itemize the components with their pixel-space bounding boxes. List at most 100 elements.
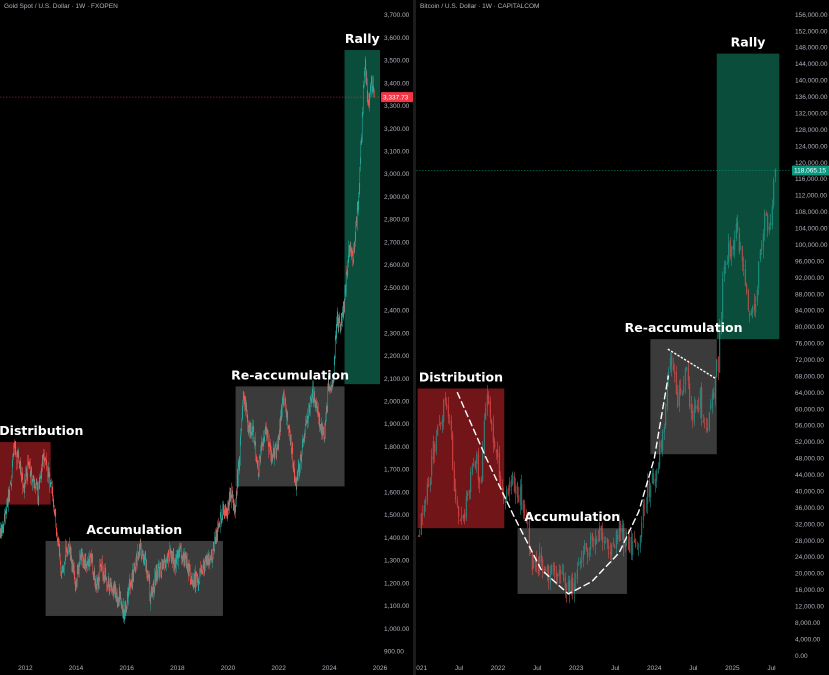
- candle: [23, 484, 25, 493]
- candle: [341, 313, 343, 331]
- candle: [31, 478, 33, 491]
- candle: [756, 285, 758, 306]
- candle: [121, 604, 123, 614]
- candle: [124, 600, 126, 616]
- candle: [575, 572, 577, 591]
- candle: [164, 560, 166, 569]
- candle: [274, 442, 276, 458]
- candle: [281, 397, 283, 418]
- candle: [102, 562, 104, 582]
- candle: [286, 408, 288, 426]
- candle: [324, 419, 326, 439]
- candle: [696, 399, 698, 412]
- price-axis[interactable]: 0.00 4,000.00 8,000.00 12,000.00 16,000.00 20…: [791, 0, 829, 675]
- candle: [350, 247, 352, 258]
- y-tick-label: 1,200.00: [384, 580, 410, 587]
- candle: [118, 586, 120, 603]
- btc-chart-panel[interactable]: Bitcoin / U.S. Dollar · 1W · CAPITALCOM …: [416, 0, 829, 675]
- candle: [236, 469, 238, 496]
- candle: [97, 577, 99, 594]
- candle: [345, 271, 347, 297]
- candle: [96, 574, 98, 585]
- time-axis[interactable]: 2012 2014 2016 2018 2020 2022 2024 2026: [18, 665, 388, 672]
- candle: [485, 402, 487, 421]
- candle: [518, 486, 520, 503]
- candle: [672, 357, 674, 372]
- candle: [186, 554, 188, 570]
- panel-divider[interactable]: [413, 0, 416, 675]
- candle: [47, 461, 49, 484]
- candle: [276, 444, 278, 450]
- candle: [202, 560, 204, 577]
- candle: [212, 558, 214, 569]
- candle: [618, 513, 620, 542]
- candle: [732, 239, 734, 256]
- gold-chart-canvas[interactable]: Distribution Accumulation Re-accumulation R…: [0, 0, 413, 675]
- candle: [95, 578, 97, 590]
- zone-label-distribution: Distribution: [0, 423, 83, 438]
- candle: [752, 305, 754, 319]
- y-tick-label: 52,000.00: [795, 439, 824, 446]
- candle: [753, 293, 755, 317]
- candle: [142, 550, 144, 560]
- candle: [243, 390, 245, 401]
- price-axis[interactable]: 900.00 1,000.00 1,100.00 1,200.00 1,300.00 1,…: [380, 0, 413, 675]
- candle: [89, 552, 91, 558]
- candle: [26, 467, 28, 484]
- candle: [130, 581, 132, 595]
- candle: [512, 471, 514, 487]
- y-tick-label: 900.00: [384, 648, 404, 655]
- candle: [87, 558, 89, 570]
- candle: [80, 549, 82, 565]
- candle: [198, 576, 200, 592]
- candle: [623, 520, 625, 557]
- gold-chart-panel[interactable]: Gold Spot / U.S. Dollar · 1W · FXOPEN Di…: [0, 0, 413, 675]
- candle: [328, 377, 330, 391]
- resistance-dotted-line: [667, 348, 716, 379]
- candle: [675, 365, 677, 395]
- candle: [249, 422, 251, 440]
- candle: [651, 468, 653, 484]
- candle: [210, 549, 212, 563]
- candle: [371, 85, 373, 95]
- candle: [474, 460, 476, 470]
- candle: [549, 565, 551, 591]
- candle: [102, 571, 104, 585]
- candle: [195, 565, 197, 593]
- candle: [316, 401, 318, 413]
- time-axis[interactable]: 2021 Jul 2022 Jul 2023 Jul 2024 Jul 2025 Jul: [416, 665, 776, 672]
- candle: [25, 466, 27, 484]
- candle: [548, 564, 550, 590]
- candle: [96, 575, 98, 590]
- candle: [204, 561, 206, 574]
- candle: [710, 399, 712, 411]
- candle: [72, 558, 74, 574]
- candle: [187, 563, 189, 572]
- candle: [294, 468, 296, 484]
- candle: [132, 563, 134, 591]
- candle: [163, 554, 165, 563]
- candle: [106, 577, 108, 592]
- candle: [711, 389, 713, 414]
- candle: [140, 543, 142, 563]
- candle: [202, 565, 204, 574]
- candle: [59, 553, 61, 565]
- y-tick-label: 3,300.00: [384, 103, 410, 110]
- current-price-tag: 118,065.15: [792, 165, 829, 176]
- candle: [689, 376, 691, 410]
- candle: [519, 479, 521, 515]
- candle: [146, 570, 148, 582]
- candle: [103, 565, 105, 581]
- candle: [217, 520, 219, 542]
- btc-chart-canvas[interactable]: Distribution Accumulation Re-accumulation R…: [416, 0, 829, 675]
- candle: [220, 504, 222, 519]
- candle: [222, 503, 224, 516]
- candle: [130, 579, 132, 590]
- candle: [268, 441, 270, 459]
- candle: [7, 498, 9, 508]
- y-tick-label: 36,000.00: [795, 505, 824, 512]
- candle: [112, 588, 114, 593]
- candle: [161, 558, 163, 579]
- candle: [205, 556, 207, 563]
- candle: [131, 569, 133, 590]
